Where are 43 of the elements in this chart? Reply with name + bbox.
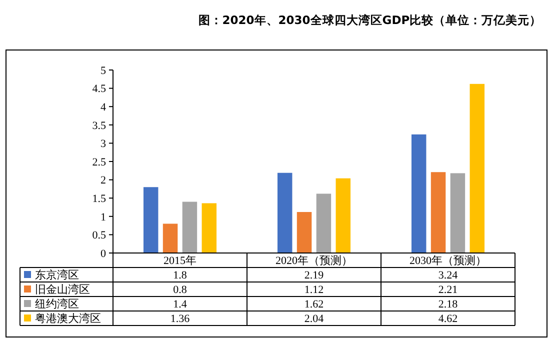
legend-label: 东京湾区 [35,268,79,282]
bar [470,84,485,253]
y-tick-label: 4 [100,101,106,114]
legend-label: 粤港澳大湾区 [35,312,101,326]
data-label: 1.36 [170,313,190,326]
data-label: 1.4 [173,298,188,311]
legend-label: 纽约湾区 [35,298,79,311]
bar [182,202,198,253]
y-tick-label: 4.5 [92,83,106,96]
data-label: 2.21 [438,284,458,296]
bar [430,172,446,253]
data-label: 4.62 [438,313,458,326]
bar [336,178,351,253]
legend-label: 旧金山湾区 [35,283,90,296]
y-tick-label: 3 [100,138,106,150]
y-tick-label: 2.5 [92,156,106,168]
y-tick-label: 5 [100,64,106,77]
data-label: 1.8 [173,270,188,282]
x-tick-label: 2020年（预测） [276,255,352,268]
data-label: 0.8 [173,284,188,296]
data-label: 3.24 [438,270,458,282]
data-label: 2.04 [304,313,324,326]
bar [202,203,217,253]
data-label: 1.12 [304,284,324,296]
x-tick-label: 2030年（预测） [410,255,486,268]
bar [277,172,292,253]
bar [450,173,466,253]
data-label: 2.18 [438,298,458,311]
data-label: 2.19 [304,270,324,282]
data-label: 1.62 [304,298,324,311]
chart-title: 图：2020年、2030全球四大湾区GDP比较（单位：万亿美元） [198,13,542,27]
bar [411,134,426,253]
x-tick-label: 2015年 [164,255,196,268]
bar [143,187,158,253]
y-tick-label: 0.5 [92,230,106,242]
y-tick-label: 1.5 [92,192,106,205]
bar [316,194,332,253]
y-tick-label: 0 [100,248,106,260]
y-tick-label: 2 [100,174,106,187]
y-tick-label: 3.5 [92,120,106,132]
bar [296,212,312,253]
bar [162,224,178,253]
y-tick-label: 1 [100,211,106,224]
